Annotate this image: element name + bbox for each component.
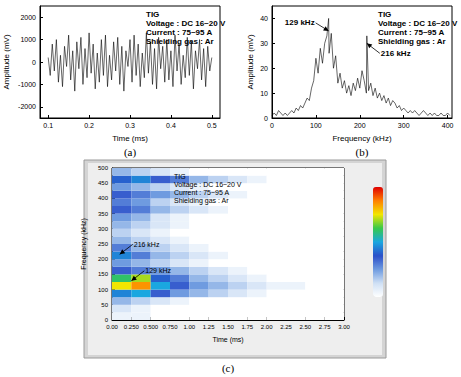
svg-text:216 kHz: 216 kHz xyxy=(134,241,160,248)
svg-text:Shielding gas : Ar: Shielding gas : Ar xyxy=(378,37,446,46)
svg-text:(c): (c) xyxy=(222,362,235,375)
svg-text:0.750: 0.750 xyxy=(162,324,178,330)
svg-text:0: 0 xyxy=(264,115,268,122)
svg-text:2.75: 2.75 xyxy=(319,324,331,330)
svg-text:1000: 1000 xyxy=(20,36,36,43)
svg-text:2.25: 2.25 xyxy=(280,324,292,330)
svg-text:TIG: TIG xyxy=(174,173,186,180)
svg-text:129 kHz: 129 kHz xyxy=(285,18,315,27)
svg-text:50: 50 xyxy=(101,302,108,308)
svg-text:1.25: 1.25 xyxy=(203,324,215,330)
svg-text:Current : 75~95 A: Current : 75~95 A xyxy=(174,189,229,196)
svg-text:Shielding gas : Ar: Shielding gas : Ar xyxy=(146,37,214,46)
svg-text:Frequency (kHz): Frequency (kHz) xyxy=(332,134,391,143)
svg-text:0.1: 0.1 xyxy=(43,122,53,129)
svg-text:40: 40 xyxy=(260,15,268,22)
svg-text:-2000: -2000 xyxy=(18,103,36,110)
svg-text:Voltage : DC 16~20 V: Voltage : DC 16~20 V xyxy=(146,19,226,28)
svg-text:300: 300 xyxy=(98,226,109,232)
svg-text:0: 0 xyxy=(32,59,36,66)
svg-text:TIG: TIG xyxy=(378,10,391,19)
svg-text:450: 450 xyxy=(98,180,109,186)
svg-text:Amplitude (mV): Amplitude (mV) xyxy=(2,34,11,89)
svg-text:Voltage : DC 16~20 V: Voltage : DC 16~20 V xyxy=(174,181,242,189)
svg-text:100: 100 xyxy=(310,122,322,129)
svg-text:0.4: 0.4 xyxy=(166,122,176,129)
svg-text:0.00: 0.00 xyxy=(106,324,118,330)
svg-text:0: 0 xyxy=(105,317,109,323)
svg-text:1.75: 1.75 xyxy=(241,324,253,330)
svg-text:10: 10 xyxy=(260,90,268,97)
svg-text:Time (ms): Time (ms) xyxy=(212,336,243,344)
svg-text:129 kHz: 129 kHz xyxy=(145,267,171,274)
svg-text:0.3: 0.3 xyxy=(125,122,135,129)
svg-text:Current : 75~95 A: Current : 75~95 A xyxy=(378,28,444,37)
svg-text:0.2: 0.2 xyxy=(84,122,94,129)
svg-text:TIG: TIG xyxy=(146,10,159,19)
svg-text:350: 350 xyxy=(98,211,109,217)
svg-text:20: 20 xyxy=(260,65,268,72)
svg-text:2000: 2000 xyxy=(20,14,36,21)
svg-text:Time (ms): Time (ms) xyxy=(112,134,148,143)
svg-text:(b): (b) xyxy=(356,146,369,159)
svg-text:Frequency (kHz): Frequency (kHz) xyxy=(80,218,88,270)
svg-text:Shielding gas : Ar: Shielding gas : Ar xyxy=(174,197,229,205)
svg-text:1.00: 1.00 xyxy=(183,324,195,330)
svg-text:Current : 75~95 A: Current : 75~95 A xyxy=(146,28,212,37)
svg-text:2.50: 2.50 xyxy=(299,324,311,330)
svg-text:400: 400 xyxy=(98,195,109,201)
svg-text:0.5: 0.5 xyxy=(207,122,217,129)
svg-text:150: 150 xyxy=(98,271,109,277)
svg-text:200: 200 xyxy=(354,122,366,129)
svg-text:0: 0 xyxy=(270,122,274,129)
svg-text:0.250: 0.250 xyxy=(124,324,140,330)
svg-text:250: 250 xyxy=(98,241,109,247)
svg-text:1.50: 1.50 xyxy=(222,324,234,330)
svg-text:(a): (a) xyxy=(124,146,137,159)
svg-text:300: 300 xyxy=(398,122,410,129)
svg-text:400: 400 xyxy=(442,122,454,129)
svg-text:-1000: -1000 xyxy=(18,81,36,88)
svg-text:Voltage : DC 16~20 V: Voltage : DC 16~20 V xyxy=(378,19,458,28)
svg-text:Amplitude (mV): Amplitude (mV) xyxy=(246,34,255,89)
svg-text:100: 100 xyxy=(98,287,109,293)
svg-text:0.500: 0.500 xyxy=(143,324,159,330)
svg-text:3.00: 3.00 xyxy=(338,324,350,330)
svg-text:216 kHz: 216 kHz xyxy=(381,49,411,58)
svg-text:500: 500 xyxy=(98,165,109,171)
svg-text:30: 30 xyxy=(260,40,268,47)
svg-text:200: 200 xyxy=(98,256,109,262)
svg-text:2.00: 2.00 xyxy=(261,324,273,330)
